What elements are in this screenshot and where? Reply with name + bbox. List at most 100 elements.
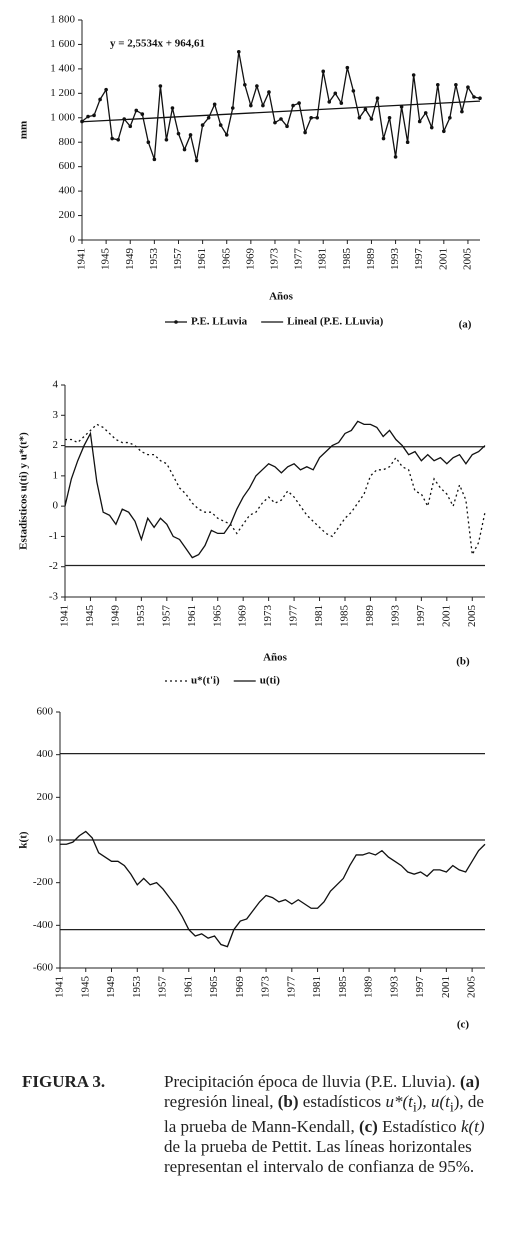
point	[188, 133, 193, 137]
point	[236, 49, 241, 54]
point	[393, 155, 398, 159]
point	[448, 115, 452, 120]
point	[369, 117, 374, 121]
x-tick-label: 1941	[54, 976, 66, 998]
y-tick-label: 600	[37, 706, 54, 718]
y-axis-label: Estadísticos u(ti) y u*(t*)	[18, 432, 30, 550]
x-axis-label: Años	[269, 291, 294, 303]
point	[92, 113, 96, 118]
y-tick-label: -200	[33, 876, 54, 888]
x-tick-label: 1945	[79, 976, 91, 999]
point	[152, 157, 157, 162]
x-tick-label: 1961	[196, 248, 208, 270]
x-tick-label: 1949	[124, 248, 136, 271]
caption-part: i	[412, 1099, 417, 1116]
x-tick-label: 1969	[244, 248, 256, 271]
x-tick-label: 1957	[160, 605, 172, 628]
point	[472, 95, 476, 99]
point	[116, 137, 120, 142]
point	[98, 97, 102, 102]
point	[267, 90, 271, 94]
y-tick-label: -3	[49, 591, 59, 603]
y-tick-label: 2	[53, 439, 59, 451]
point	[478, 96, 482, 101]
caption-part: Precipitación época de lluvia (P.E. Lluv…	[164, 1072, 460, 1091]
point	[411, 73, 416, 77]
x-tick-label: 1989	[364, 605, 376, 628]
point	[405, 140, 410, 145]
point	[363, 107, 368, 112]
point	[86, 114, 90, 119]
x-tick-label: 1981	[313, 605, 325, 627]
panel-label: (c)	[457, 1019, 470, 1031]
y-tick-label: -1	[49, 530, 58, 542]
y-tick-label: 1 000	[50, 111, 75, 123]
caption-part: (a)	[460, 1072, 480, 1091]
x-tick-label: 1953	[131, 976, 143, 999]
x-tick-label: 1973	[260, 976, 272, 999]
x-tick-label: 1965	[211, 605, 223, 628]
legend-label: u(ti)	[260, 675, 281, 687]
x-tick-label: 2001	[440, 605, 452, 627]
point	[146, 140, 151, 145]
annotation: y = 2,5534x + 964,61	[110, 38, 205, 50]
x-axis-label: Años	[263, 652, 288, 664]
series-line	[81, 51, 481, 161]
point	[309, 115, 313, 120]
point	[140, 112, 145, 116]
x-tick-label: 1953	[135, 605, 147, 628]
point	[134, 108, 139, 113]
point	[206, 115, 211, 120]
point	[381, 136, 386, 141]
point	[339, 101, 344, 105]
x-tick-label: 1969	[237, 605, 249, 628]
y-tick-label: 3	[53, 409, 59, 421]
x-tick-label: 2001	[437, 248, 449, 270]
caption-part: k	[460, 1117, 469, 1137]
caption-part: Estadístico	[377, 1117, 461, 1137]
caption-label: FIGURA 3.	[22, 1072, 106, 1091]
x-tick-label: 1997	[414, 976, 426, 999]
x-tick-label: 1989	[365, 248, 377, 271]
point	[429, 125, 434, 130]
x-tick-label: 1993	[389, 605, 401, 628]
x-tick-label: 1945	[100, 248, 112, 271]
y-tick-label: 200	[59, 209, 76, 221]
point	[218, 123, 223, 127]
x-tick-label: 1997	[415, 605, 427, 628]
x-tick-label: 1977	[285, 976, 297, 999]
point	[230, 106, 235, 110]
y-tick-label: -400	[33, 919, 54, 931]
legend-label: u*(t'i)	[191, 675, 220, 687]
point	[321, 69, 326, 74]
series-line	[64, 420, 486, 559]
x-tick-label: 1961	[186, 605, 198, 627]
caption-part: de la prueba de Pettit. Las líneas horiz…	[164, 1137, 475, 1177]
point	[375, 96, 380, 101]
x-tick-label: 2005	[466, 976, 478, 999]
point	[387, 115, 392, 120]
point	[315, 115, 319, 120]
x-tick-label: 2005	[461, 248, 473, 271]
point	[200, 123, 205, 127]
x-tick-label: 1965	[220, 248, 232, 271]
panel-label: (a)	[459, 319, 472, 331]
point	[435, 82, 440, 87]
point	[423, 111, 428, 115]
point	[249, 103, 253, 108]
caption-part: i	[449, 1099, 454, 1116]
x-tick-label: 1957	[172, 248, 184, 271]
point	[442, 129, 446, 134]
caption-part: (b)	[277, 1092, 299, 1111]
x-tick-label: 1945	[84, 605, 96, 628]
point	[170, 106, 175, 110]
y-tick-label: -2	[49, 560, 58, 572]
x-tick-label: 1977	[293, 248, 305, 271]
series-line	[81, 100, 481, 123]
x-tick-label: 1965	[208, 976, 220, 999]
point	[104, 87, 108, 92]
y-tick-label: 800	[59, 136, 76, 148]
x-tick-label: 1973	[269, 248, 281, 271]
y-tick-label: 1 600	[50, 38, 75, 50]
